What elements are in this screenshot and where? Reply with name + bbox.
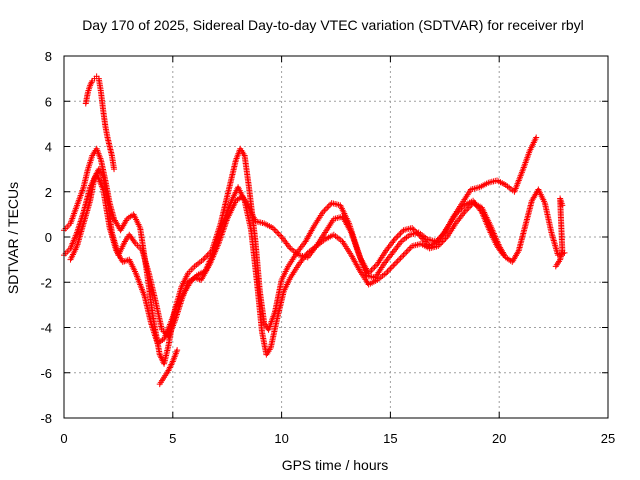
series-tail-segment [552,195,566,270]
y-tick-label: 4 [45,140,52,155]
y-tick-label: -6 [40,366,52,381]
data-point [111,166,118,173]
data-point [559,202,566,209]
y-tick-label: -2 [40,275,52,290]
ticks: 0 5 10 15 20 25 -8 -6 -4 -2 0 2 4 6 8 [40,49,615,446]
x-tick-label: 0 [60,431,67,446]
y-tick-label: 8 [45,49,52,64]
y-tick-label: 0 [45,230,52,245]
x-tick-label: 10 [274,431,288,446]
data-layer [61,73,568,388]
series-peak-segment [82,73,118,173]
x-tick-label: 20 [492,431,506,446]
chart-title: Day 170 of 2025, Sidereal Day-to-day VTE… [82,17,584,33]
y-tick-label: -8 [40,411,52,426]
x-tick-label: 5 [169,431,176,446]
series-dip-segment [156,347,181,388]
x-tick-label: 25 [601,431,615,446]
x-tick-label: 15 [383,431,397,446]
data-point [174,347,181,354]
y-axis-label: SDTVAR / TECUs [5,182,21,294]
y-tick-label: 2 [45,185,52,200]
y-tick-label: 6 [45,94,52,109]
x-axis-label: GPS time / hours [282,457,389,473]
data-point [500,252,507,259]
data-point [533,134,540,141]
y-tick-label: -4 [40,321,52,336]
series-track-c [67,166,507,340]
